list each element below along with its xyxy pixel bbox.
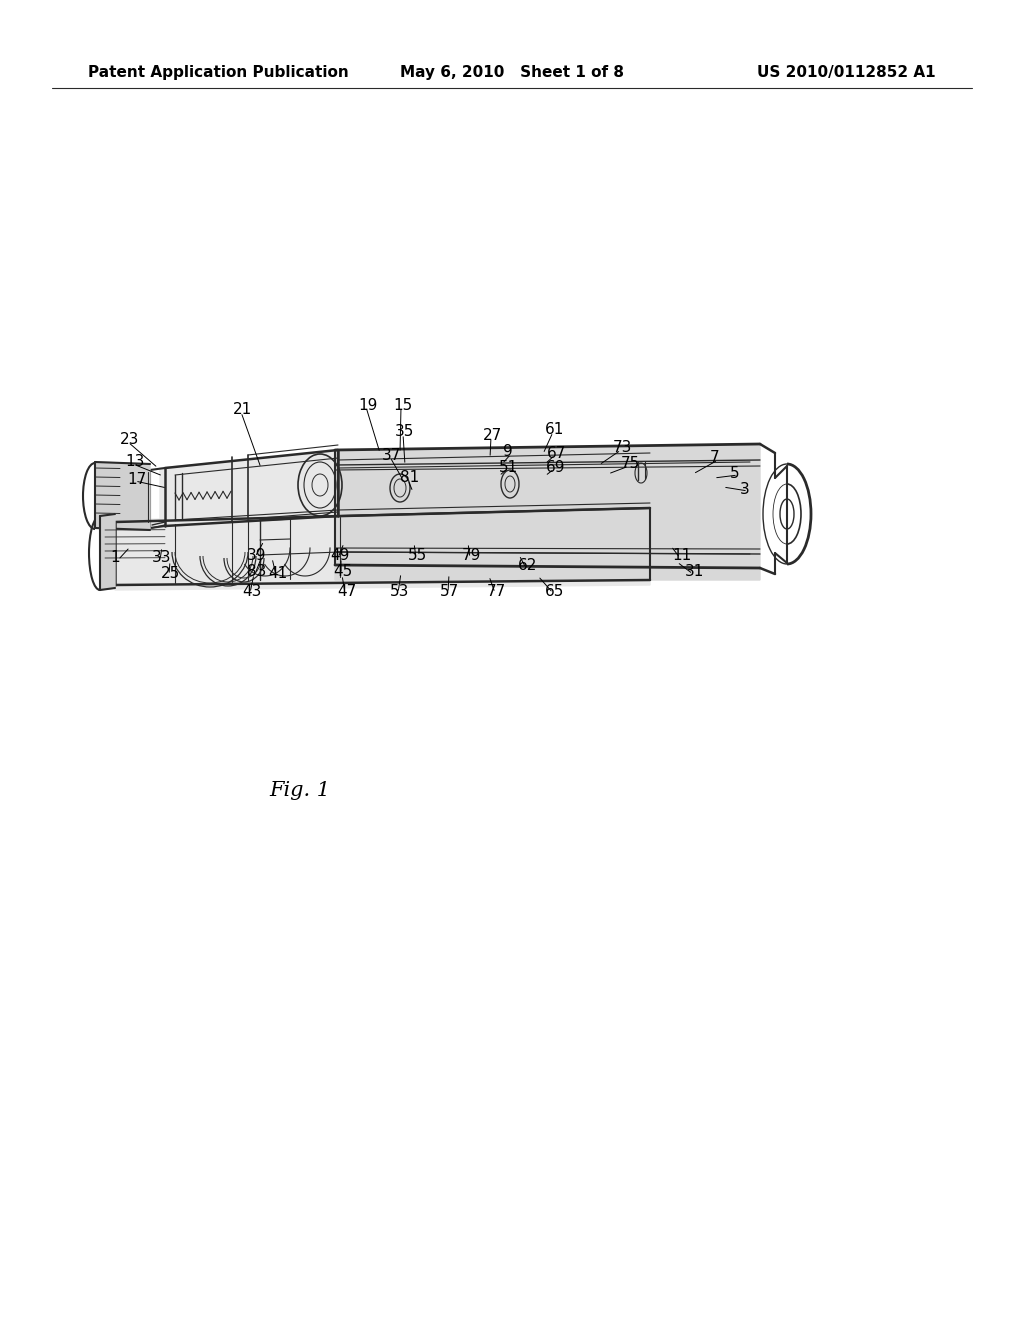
Text: 69: 69: [546, 459, 565, 474]
Text: 65: 65: [545, 583, 564, 598]
Text: 75: 75: [621, 457, 640, 471]
Text: 9: 9: [503, 445, 513, 459]
Text: Patent Application Publication: Patent Application Publication: [88, 65, 349, 79]
Text: 37: 37: [382, 447, 401, 462]
Text: 79: 79: [462, 549, 481, 564]
Text: 33: 33: [152, 550, 171, 565]
Text: 45: 45: [333, 565, 352, 579]
Text: 11: 11: [672, 549, 691, 564]
Text: 1: 1: [110, 550, 120, 565]
Text: 51: 51: [499, 459, 518, 474]
Text: 17: 17: [127, 471, 146, 487]
Polygon shape: [160, 450, 340, 535]
Text: 25: 25: [161, 565, 180, 581]
Text: 7: 7: [710, 450, 720, 466]
Polygon shape: [335, 445, 760, 579]
Text: 57: 57: [440, 583, 459, 598]
Text: 83: 83: [247, 565, 266, 579]
Text: US 2010/0112852 A1: US 2010/0112852 A1: [758, 65, 936, 79]
Text: 77: 77: [487, 583, 506, 598]
Text: 53: 53: [390, 583, 410, 598]
Polygon shape: [95, 462, 150, 531]
Text: 39: 39: [247, 548, 266, 562]
Text: 62: 62: [518, 558, 538, 573]
Text: 43: 43: [242, 583, 261, 598]
Text: 23: 23: [120, 433, 139, 447]
Text: 3: 3: [740, 482, 750, 496]
Text: 35: 35: [395, 425, 415, 440]
Text: 15: 15: [393, 397, 413, 412]
Text: 21: 21: [233, 403, 252, 417]
Text: May 6, 2010   Sheet 1 of 8: May 6, 2010 Sheet 1 of 8: [400, 65, 624, 79]
Text: 27: 27: [483, 428, 502, 442]
Text: 19: 19: [358, 397, 378, 412]
Text: 55: 55: [408, 549, 427, 564]
Polygon shape: [100, 513, 115, 590]
Text: 31: 31: [685, 565, 705, 579]
Text: 49: 49: [330, 549, 349, 564]
Text: 47: 47: [337, 583, 356, 598]
Text: 67: 67: [547, 446, 566, 461]
Text: Fig. 1: Fig. 1: [269, 780, 331, 800]
Polygon shape: [115, 510, 650, 590]
Text: 41: 41: [268, 565, 288, 581]
Text: 5: 5: [730, 466, 739, 480]
Text: 81: 81: [400, 470, 419, 486]
Text: 73: 73: [613, 441, 633, 455]
Text: 13: 13: [125, 454, 144, 470]
Text: 61: 61: [545, 422, 564, 437]
